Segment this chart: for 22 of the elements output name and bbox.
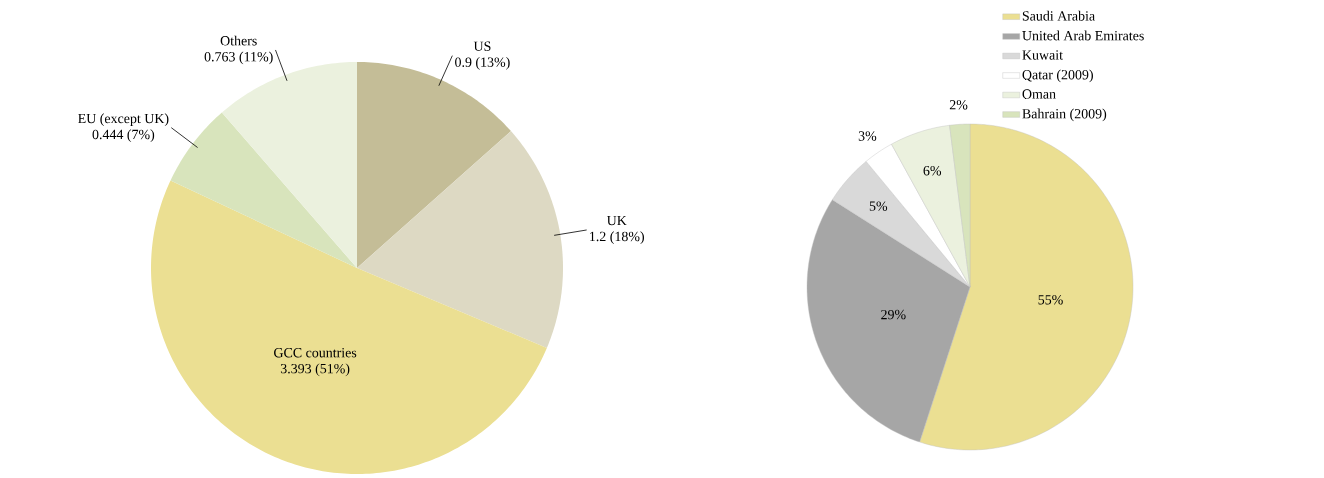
- legend-label: Bahrain (2009): [1022, 108, 1107, 122]
- data-label: 29%: [881, 309, 906, 320]
- slice-label: EU (except UK): [78, 113, 169, 127]
- slice-label: Others: [220, 35, 257, 46]
- data-label: 3%: [858, 131, 877, 141]
- data-label: 0.9 (13%): [455, 57, 510, 70]
- legend-label: Qatar (2009): [1022, 69, 1093, 83]
- data-label: 55%: [1038, 295, 1063, 305]
- data-label: 1.2 (18%): [590, 231, 644, 244]
- legend-label: Saudi Arabia: [1022, 10, 1095, 21]
- data-label: 0.444 (7%): [92, 129, 155, 142]
- data-label: 2%: [949, 100, 968, 110]
- legend-label: Kuwait: [1022, 50, 1063, 60]
- slice-label: UK: [606, 215, 627, 226]
- data-label: 3.393 (51%): [280, 363, 350, 377]
- data-label: 0.763 (11%): [204, 51, 273, 65]
- slice-label: US: [473, 41, 491, 51]
- legend-label: Oman: [1022, 89, 1056, 99]
- legend-label: United Arab Emirates: [1022, 30, 1144, 41]
- data-label: 6%: [923, 165, 942, 176]
- data-label: 5%: [869, 201, 888, 211]
- slice-label: GCC countries: [274, 348, 357, 358]
